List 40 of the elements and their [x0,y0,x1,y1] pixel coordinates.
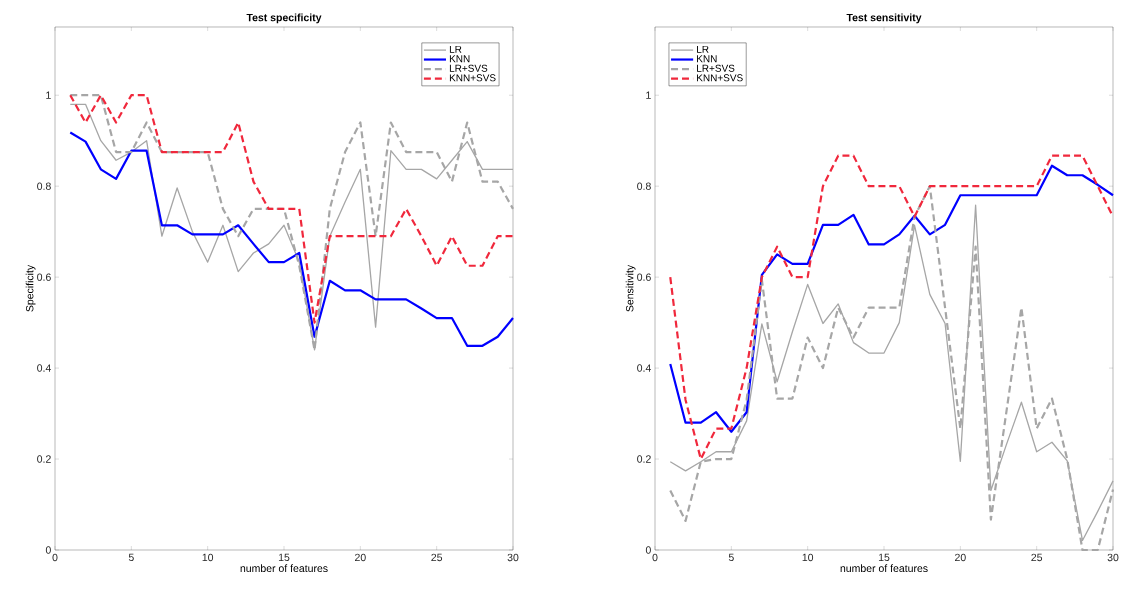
x-tick-label: 0 [652,553,658,562]
x-tick-label: 20 [955,553,966,562]
y-axis-title: Specificity [25,264,36,312]
legend-label: LR+SVS [449,64,488,72]
x-tick-label: 15 [878,553,890,562]
y-tick-label: 0.6 [637,273,651,281]
y-tick-label: 0.8 [637,182,651,190]
x-tick-label: 30 [1107,553,1119,562]
legend-label: KNN+SVS [449,74,496,82]
x-axis-title: number of features [840,564,928,573]
x-tick-label: 5 [128,553,134,562]
x-tick-label: 0 [52,553,58,562]
y-axis-title: Sensitivity [625,264,636,312]
y-tick-label: 0 [645,546,651,554]
legend-label: KNN [697,55,717,63]
x-tick-label: 30 [507,553,519,562]
y-tick-label: 1 [646,91,651,99]
legend-label: LR [697,45,709,53]
y-tick-label: 1 [46,91,51,99]
chart-title: Test sensitivity [846,13,922,24]
x-tick-label: 25 [431,553,443,562]
y-tick-label: 0.8 [37,182,51,190]
x-tick-label: 10 [802,553,814,562]
y-tick-label: 0.4 [37,364,51,372]
legend-label: KNN+SVS [697,74,743,82]
y-tick-label: 0.2 [37,455,51,463]
y-tick-label: 0 [45,546,51,554]
x-tick-label: 25 [1031,553,1043,562]
y-tick-label: 0.4 [637,364,651,372]
x-tick-label: 15 [278,553,290,562]
chart-title: Test specificity [246,13,322,24]
legend-label: KNN [449,55,470,63]
x-tick-label: 20 [355,553,366,562]
x-tick-label: 10 [202,553,214,562]
y-tick-label: 0.6 [37,273,51,281]
legend-label: LR+SVS [697,64,735,72]
legend-label: LR [449,45,462,53]
x-axis-title: number of features [240,564,328,573]
y-tick-label: 0.2 [637,455,651,463]
x-tick-label: 5 [728,553,734,562]
